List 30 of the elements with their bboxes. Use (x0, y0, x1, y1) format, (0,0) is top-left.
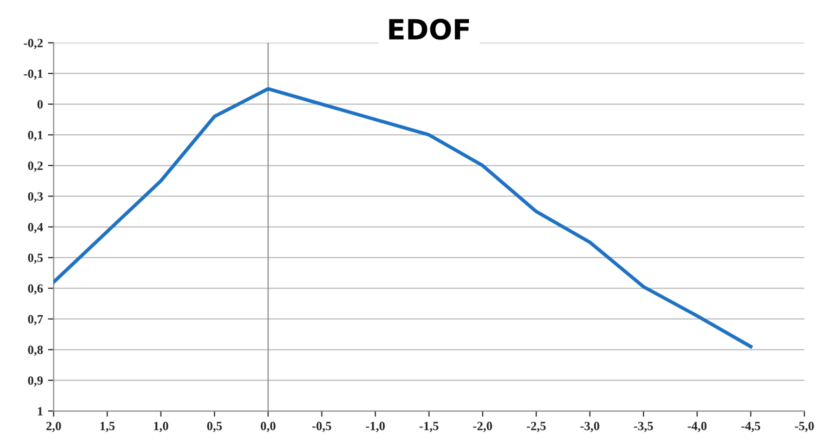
y-tick-label: 0,2 (28, 162, 43, 172)
x-tick-label: 2,0 (46, 422, 61, 432)
x-tick-label: 1,0 (154, 422, 168, 432)
x-tick-label: 0,5 (207, 422, 222, 432)
y-tick-label: 0 (37, 100, 43, 109)
x-tick-label: -5,0 (794, 422, 814, 432)
y-tick-label: 0,3 (28, 192, 43, 202)
y-tick-label: 1 (38, 407, 43, 416)
y-tick-label: 0,9 (28, 376, 43, 387)
line-series (54, 87, 752, 348)
x-tick-label: -2,0 (473, 422, 492, 432)
x-tick-label: -1,5 (420, 422, 438, 432)
x-tick-label: -4,0 (688, 422, 707, 432)
x-tick-label: -3,5 (634, 422, 653, 432)
x-tick-label: -2,5 (526, 422, 546, 432)
x-tick-label: -1,0 (366, 422, 385, 432)
x-tick-label: -4,5 (741, 422, 760, 432)
y-tick-label: -0,1 (24, 69, 43, 80)
y-tick-label: 0,5 (28, 254, 43, 264)
x-tick-label: -0,5 (312, 422, 332, 432)
y-tick-label: 0,4 (28, 222, 43, 234)
y-tick-label: 0,8 (28, 346, 43, 356)
x-tick-label: -3,0 (580, 422, 600, 432)
y-tick-label: 0,6 (28, 284, 43, 295)
y-tick-label: 0,1 (28, 130, 43, 142)
x-tick-label: 0,0 (260, 422, 276, 432)
x-tick-label: 1,5 (100, 422, 115, 432)
y-tick-label: 0,7 (28, 314, 43, 326)
chart-title: EDOF (389, 18, 469, 40)
y-tick-label: -0,2 (24, 38, 43, 50)
